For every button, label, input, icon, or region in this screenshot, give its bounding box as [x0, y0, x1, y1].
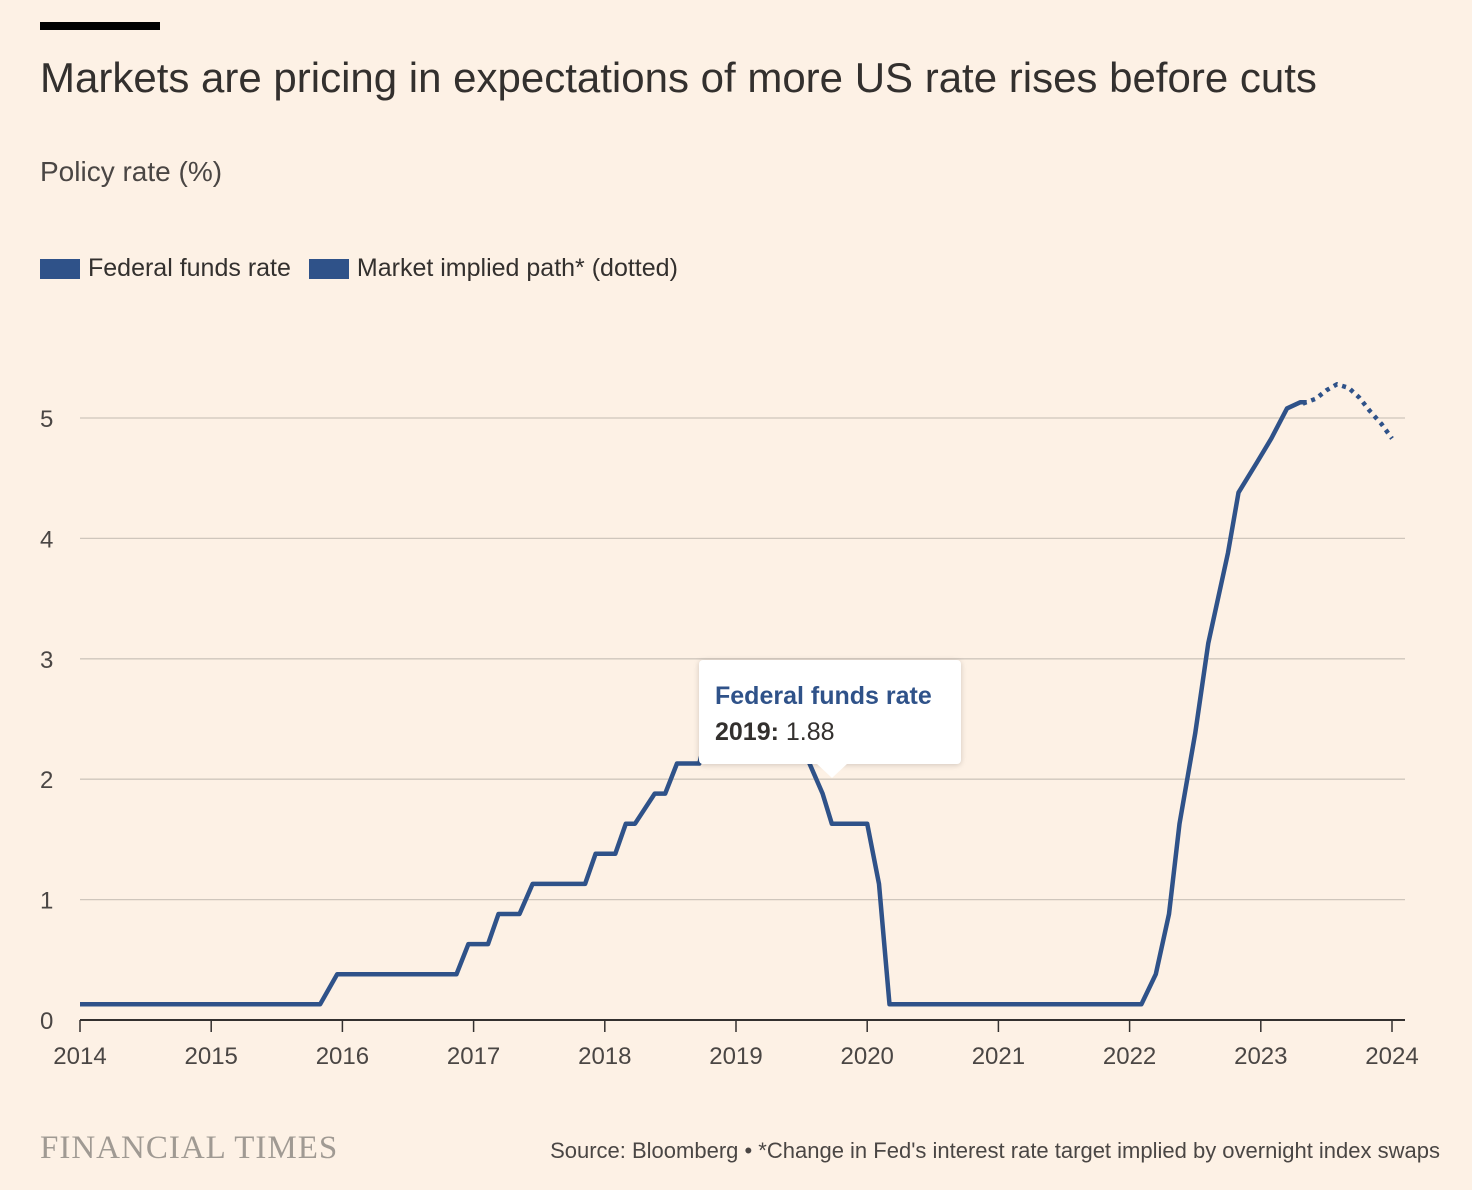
tick-labels: 0 1 2 3 4 5 2014 2015 2016 2017 2018 2019 2020 2021 20…: [40, 406, 1419, 1070]
header-rule: [40, 22, 160, 30]
x-tick-label: 2022: [1103, 1043, 1156, 1070]
x-tick-label: 2020: [841, 1043, 894, 1070]
source-note: Source: Bloomberg • *Change in Fed's int…: [550, 1138, 1440, 1163]
x-tick-label: 2021: [972, 1043, 1025, 1070]
x-tick-label: 2023: [1234, 1043, 1287, 1070]
x-tick-label: 2024: [1365, 1043, 1418, 1070]
legend-swatch-market-implied-path: [308, 258, 349, 279]
legend-item-market-implied-path[interactable]: Market implied path* (dotted): [308, 254, 678, 283]
y-tick-label: 2: [40, 767, 53, 794]
x-tick-label: 2015: [185, 1043, 238, 1070]
y-tick-label: 5: [40, 406, 53, 433]
x-axis: [79, 1019, 1405, 1032]
tooltip-year: 2019:: [715, 718, 779, 746]
x-tick-label: 2018: [578, 1043, 631, 1070]
legend-item-federal-funds-rate[interactable]: Federal funds rate: [40, 254, 291, 283]
series-line-federal-funds-rate[interactable]: [80, 400, 1307, 1007]
grid-lines: [80, 417, 1405, 901]
x-tick-label: 2017: [447, 1043, 500, 1070]
legend-label-federal-funds-rate: Federal funds rate: [88, 254, 291, 282]
tooltip-body: 2019: 1.88: [715, 718, 835, 747]
legend: Federal funds rate Market implied path* …: [40, 254, 696, 283]
legend-label-market-implied-path: Market implied path* (dotted): [356, 254, 678, 282]
y-tick-label: 4: [40, 526, 53, 553]
chart-subtitle: Policy rate (%): [40, 156, 223, 187]
series-line-market-implied-path[interactable]: [1302, 382, 1394, 440]
chart-title: Markets are pricing in expectations of m…: [40, 54, 1317, 101]
x-tick-label: 2016: [316, 1043, 369, 1070]
y-tick-label: 3: [40, 647, 53, 674]
tooltip-value: 1.88: [785, 718, 835, 746]
y-tick-label: 0: [40, 1008, 53, 1035]
tooltip-title: Federal funds rate: [715, 682, 932, 710]
ft-logo: FINANCIAL TIMES: [40, 1130, 339, 1166]
tooltip: Federal funds rate 2019: 1.88: [699, 660, 961, 778]
x-tick-label: 2014: [53, 1043, 106, 1070]
x-tick-label: 2019: [709, 1043, 762, 1070]
legend-swatch-federal-funds-rate: [40, 258, 80, 279]
y-tick-label: 1: [40, 888, 53, 915]
